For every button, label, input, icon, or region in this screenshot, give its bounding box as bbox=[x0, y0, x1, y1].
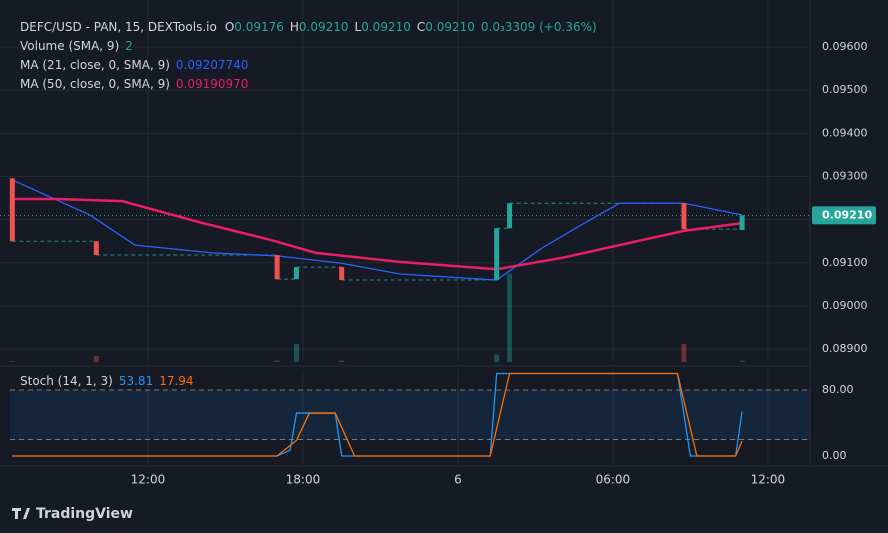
quote-label: L bbox=[355, 20, 362, 34]
volume-bar bbox=[93, 356, 99, 362]
legend-value: 0.09207740 bbox=[176, 58, 249, 72]
logo-text: TradingView bbox=[36, 506, 133, 522]
volume-bar bbox=[494, 354, 500, 362]
legend-value: 0.09190970 bbox=[176, 77, 249, 91]
candle-body bbox=[739, 215, 745, 230]
candle-body bbox=[9, 178, 15, 242]
y-tick-label: 0.09100 bbox=[822, 256, 868, 269]
legend-line: Volume (SMA, 9) 2 bbox=[20, 39, 133, 53]
stoch-value: 17.94 bbox=[159, 374, 193, 388]
y-tick-label: 0.09500 bbox=[822, 83, 868, 96]
stoch-legend: Stoch (14, 1, 3) 53.81 17.94 bbox=[20, 374, 194, 388]
y-tick-label: 0.09400 bbox=[822, 126, 868, 139]
y-tick-label: 0.09600 bbox=[822, 40, 868, 53]
volume-bar bbox=[507, 273, 513, 362]
candle-body bbox=[494, 228, 500, 281]
stoch-title: Stoch (14, 1, 3) bbox=[20, 374, 113, 388]
change: 0.0₃3309 (+0.36%) bbox=[481, 20, 597, 34]
stoch-band bbox=[10, 389, 810, 440]
candle-body bbox=[681, 203, 687, 230]
volume-bar bbox=[9, 361, 15, 362]
candle-body bbox=[274, 255, 280, 280]
legend-line: DEFC/USD - PAN, 15, DEXTools.io O0.09176 H… bbox=[20, 20, 597, 34]
candle-body bbox=[339, 267, 345, 281]
candle-body bbox=[507, 203, 513, 229]
quote-value: 0.09176 bbox=[234, 20, 284, 34]
legend-line: MA (50, close, 0, SMA, 9) 0.09190970 bbox=[20, 77, 248, 91]
volume-bar bbox=[681, 344, 687, 362]
volume-bar bbox=[274, 360, 280, 362]
quote-label: H bbox=[290, 20, 299, 34]
legend-name: MA (21, close, 0, SMA, 9) bbox=[20, 58, 170, 72]
x-tick-label: 18:00 bbox=[286, 473, 321, 487]
chart-title: DEFC/USD - PAN, 15, DEXTools.io bbox=[20, 20, 217, 34]
candle-body bbox=[93, 241, 99, 256]
volume-bar bbox=[293, 344, 299, 362]
y-tick-label: 0.09300 bbox=[822, 170, 868, 183]
y-tick-label: 0.09000 bbox=[822, 299, 868, 312]
quote-value: 0.09210 bbox=[425, 20, 475, 34]
volume-bar bbox=[339, 360, 345, 362]
tradingview-logo[interactable]: TradingView bbox=[12, 506, 133, 522]
y-tick-label: 0.08900 bbox=[822, 342, 868, 355]
ma-line bbox=[12, 179, 743, 281]
price-marker bbox=[812, 206, 876, 225]
y-tick-label: 80.00 bbox=[822, 383, 854, 396]
x-tick-label: 06:00 bbox=[596, 473, 631, 487]
x-tick-label: 12:00 bbox=[131, 473, 166, 487]
x-tick-label: 6 bbox=[454, 473, 462, 487]
legend-line: MA (21, close, 0, SMA, 9) 0.09207740 bbox=[20, 58, 248, 72]
quote-label: C bbox=[417, 20, 425, 34]
volume-bar bbox=[739, 360, 745, 362]
legend-name: MA (50, close, 0, SMA, 9) bbox=[20, 77, 170, 91]
logo-icon bbox=[12, 508, 30, 519]
stoch-line bbox=[12, 372, 743, 457]
x-tick-label: 12:00 bbox=[751, 473, 786, 487]
volume-value: 2 bbox=[125, 39, 133, 53]
price-marker-label: 0.09210 bbox=[822, 208, 872, 221]
quote-value: 0.09210 bbox=[361, 20, 411, 34]
y-tick-label: 0.00 bbox=[822, 449, 847, 462]
quote-label: O bbox=[225, 20, 234, 34]
volume-name: Volume (SMA, 9) bbox=[20, 39, 119, 53]
quote-value: 0.09210 bbox=[299, 20, 349, 34]
candle-body bbox=[293, 267, 299, 280]
ma-line bbox=[12, 197, 743, 271]
stoch-value: 53.81 bbox=[119, 374, 153, 388]
